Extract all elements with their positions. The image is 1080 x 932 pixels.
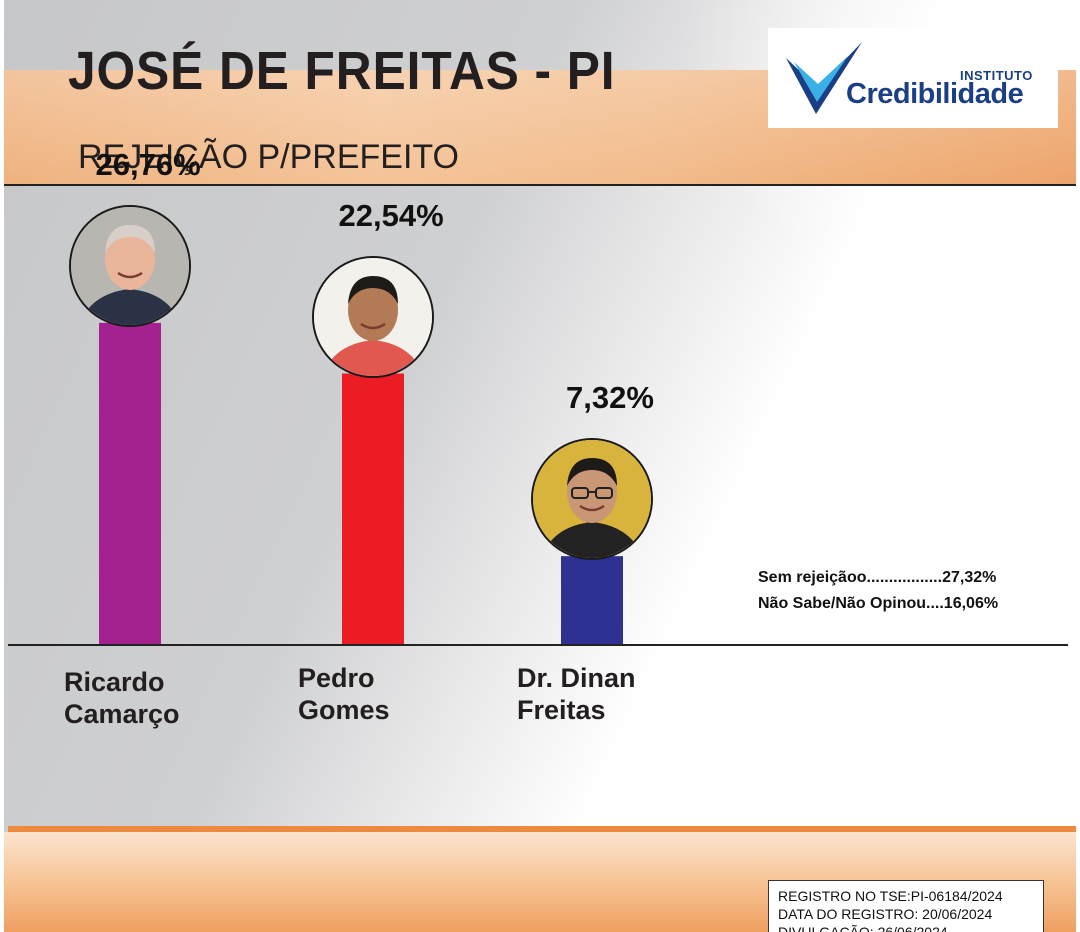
- candidate-name-line: Ricardo: [64, 667, 165, 697]
- candidate-name-line: Camarço: [64, 699, 180, 729]
- candidate-name-line: Dr. Dinan: [517, 663, 636, 693]
- candidate-name-line: Gomes: [298, 695, 390, 725]
- bar-value-label: 22,54%: [338, 197, 444, 233]
- page-title: JOSÉ DE FREITAS - PI: [68, 41, 616, 101]
- page-subtitle: REJEIÇÃO P/PREFEITO: [78, 138, 460, 176]
- candidate-name: Pedro Gomes: [298, 662, 498, 726]
- note-undecided: Não Sabe/Não Opinou....16,06%: [758, 595, 999, 612]
- candidate-photo: [312, 255, 434, 378]
- candidate-photo: [531, 438, 653, 561]
- extra-results: Sem rejeiçãoo.................27,32% Não…: [758, 569, 1058, 621]
- bar-2: [342, 373, 404, 644]
- registry-date: DATA DO REGISTRO: 20/06/2024: [778, 906, 993, 922]
- rejection-bar-chart: [8, 322, 1068, 646]
- release-date: DIVULGAÇÃO: 26/06/2024: [778, 924, 948, 932]
- registry-box: REGISTRO NO TSE:PI-06184/2024 DATA DO RE…: [768, 880, 1044, 932]
- logo-small-text: INSTITUTO: [960, 68, 1033, 83]
- candidate-name: Ricardo Camarço: [64, 666, 264, 730]
- registry-number: REGISTRO NO TSE:PI-06184/2024: [778, 888, 1003, 904]
- candidate-name-line: Freitas: [517, 695, 606, 725]
- bar-value-label: 26,76%: [95, 146, 201, 182]
- logo-name-text: Credibilidade: [846, 78, 1024, 110]
- bar-3: [561, 556, 623, 644]
- left-margin: [0, 0, 4, 932]
- bar-value-label: 7,32%: [566, 380, 654, 416]
- bar-1: [99, 322, 161, 644]
- poll-poster: JOSÉ DE FREITAS - PI REJEIÇÃO P/PREFEITO…: [4, 0, 1076, 932]
- institute-logo: INSTITUTO Credibilidade: [768, 28, 1058, 128]
- note-no-rejection: Sem rejeiçãoo.................27,32%: [758, 569, 997, 586]
- footer-divider: [8, 826, 1076, 832]
- candidate-name: Dr. Dinan Freitas: [517, 662, 717, 726]
- header-divider: [4, 184, 1076, 186]
- candidate-photo: [69, 204, 191, 327]
- candidate-name-line: Pedro: [298, 663, 375, 693]
- checkmark-icon: [786, 42, 862, 114]
